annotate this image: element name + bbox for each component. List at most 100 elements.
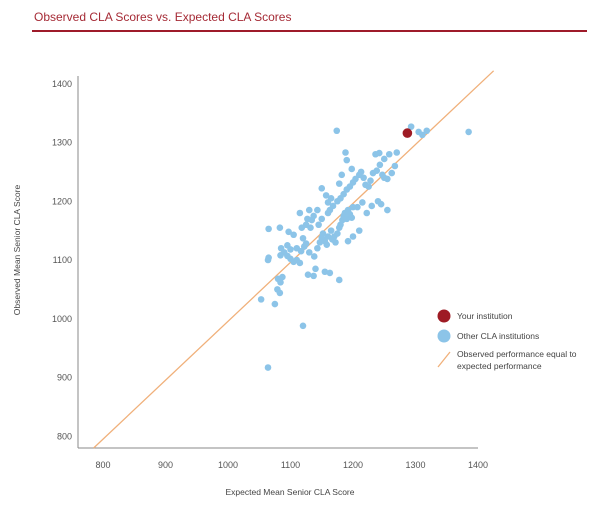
- point-other-institution: [376, 161, 384, 169]
- point-other-institution: [343, 215, 351, 223]
- x-tick-label: 800: [95, 460, 110, 470]
- legend-label-equal-line-1: Observed performance equal to: [457, 349, 577, 359]
- point-other-institution: [355, 227, 363, 234]
- axes: [77, 76, 478, 449]
- y-tick-label: 1200: [52, 196, 72, 206]
- point-other-institution: [304, 215, 311, 223]
- point-other-institution: [314, 244, 321, 252]
- point-other-institution: [302, 240, 310, 247]
- point-other-institution: [354, 203, 361, 211]
- point-other-institution: [365, 183, 372, 190]
- y-tick-label: 900: [57, 373, 72, 383]
- point-other-institution: [310, 253, 318, 260]
- point-other-institution: [332, 239, 339, 246]
- x-tick-label: 900: [158, 460, 173, 470]
- point-other-institution: [385, 150, 393, 158]
- point-other-institution: [326, 269, 334, 277]
- x-tick-label: 1000: [218, 460, 238, 470]
- point-your-institution: [402, 128, 413, 138]
- y-tick-label: 1400: [52, 79, 72, 89]
- title-rule: [32, 30, 587, 32]
- point-other-institution: [307, 224, 314, 231]
- point-other-institution: [342, 149, 349, 156]
- point-other-institution: [388, 169, 396, 177]
- point-other-institution: [368, 202, 376, 210]
- point-other-institution: [343, 156, 351, 164]
- point-other-institution: [407, 123, 415, 130]
- y-tick-label: 1100: [53, 255, 72, 265]
- point-other-institution: [340, 190, 347, 198]
- point-other-institution: [318, 215, 326, 223]
- x-tick-label: 1300: [405, 460, 425, 470]
- point-other-institution: [310, 272, 317, 280]
- point-other-institution: [423, 127, 431, 135]
- point-other-institution: [380, 155, 388, 163]
- point-other-institution: [271, 300, 279, 308]
- point-other-institution: [322, 192, 330, 199]
- y-tick-label: 1000: [52, 314, 72, 324]
- point-other-institution: [321, 268, 329, 276]
- point-other-institution: [277, 244, 285, 252]
- x-tick-label: 1400: [468, 460, 488, 470]
- point-other-institution: [296, 209, 304, 217]
- point-other-institution: [375, 149, 383, 157]
- point-other-institution: [312, 265, 319, 273]
- point-other-institution: [296, 259, 304, 267]
- point-other-institution: [265, 254, 272, 261]
- point-other-institution: [384, 206, 391, 214]
- point-other-institution: [333, 127, 341, 135]
- point-other-institution: [363, 209, 371, 217]
- y-tick-label: 1300: [52, 138, 72, 148]
- point-other-institution: [419, 131, 426, 139]
- point-other-institution: [315, 221, 322, 229]
- x-tick-label: 1100: [281, 460, 300, 470]
- point-other-institution: [344, 237, 352, 245]
- legend-marker-other-institutions: [437, 329, 451, 343]
- point-other-institution: [264, 364, 272, 371]
- legend-marker-equal-line: [437, 351, 451, 368]
- point-other-institution: [338, 171, 346, 179]
- point-other-institution: [377, 200, 385, 208]
- point-other-institution: [359, 199, 366, 206]
- point-other-institution: [299, 322, 307, 330]
- point-other-institution: [357, 168, 365, 176]
- point-other-institution: [327, 227, 335, 234]
- point-other-institution: [329, 202, 337, 210]
- point-other-institution: [305, 206, 313, 214]
- point-other-institution: [335, 180, 343, 187]
- point-other-institution: [393, 149, 401, 156]
- y-axis-label: Observed Mean Senior CLA Score: [12, 185, 22, 316]
- tick-labels: 800 900 1000 1100 1200 1300 1400 800 900 1000 1100…: [52, 79, 488, 470]
- point-other-institution: [373, 167, 381, 174]
- point-other-institution: [334, 230, 341, 237]
- plot-area: [93, 70, 495, 449]
- point-other-institution: [348, 214, 356, 221]
- point-other-institution: [391, 162, 399, 170]
- x-tick-label: 1200: [343, 460, 363, 470]
- point-other-institution: [323, 241, 331, 249]
- point-other-institution: [305, 249, 313, 256]
- point-other-institution: [257, 296, 265, 303]
- point-other-institution: [327, 195, 335, 202]
- x-axis-label: Expected Mean Senior CLA Score: [226, 487, 355, 497]
- point-other-institution: [299, 234, 307, 242]
- legend-label-equal-line-2: expected performance: [457, 361, 542, 371]
- point-other-institution: [335, 276, 343, 284]
- point-other-institution: [367, 177, 374, 184]
- point-other-institution: [304, 271, 312, 278]
- point-other-institution: [310, 212, 317, 220]
- point-other-institution: [319, 230, 327, 237]
- y-tick-label: 800: [57, 431, 72, 441]
- point-other-institution: [318, 185, 326, 192]
- legend: Your institution Other CLA institutions …: [437, 309, 577, 371]
- point-other-institution: [279, 273, 286, 281]
- point-other-institution: [290, 231, 297, 239]
- point-other-institution: [287, 246, 294, 253]
- chart-title: Observed CLA Scores vs. Expected CLA Sco…: [34, 10, 292, 24]
- legend-label-your-institution: Your institution: [457, 311, 513, 321]
- point-other-institution: [297, 247, 305, 255]
- point-other-institution: [276, 224, 284, 231]
- point-other-institution: [274, 286, 281, 293]
